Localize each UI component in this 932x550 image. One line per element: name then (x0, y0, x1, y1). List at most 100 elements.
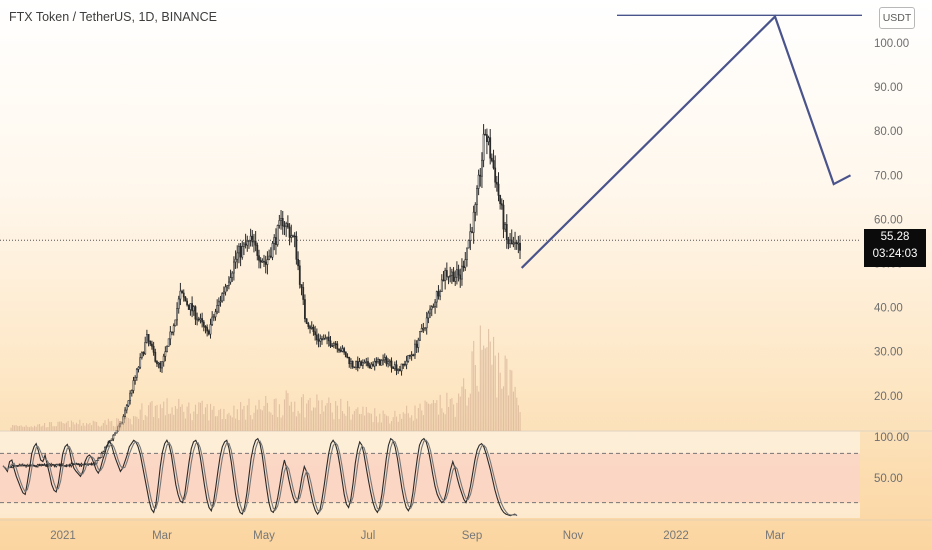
candle-body (20, 464, 22, 467)
volume-bar (372, 422, 374, 431)
volume-bar (176, 408, 178, 431)
volume-bar (139, 409, 141, 431)
volume-bar (268, 411, 270, 431)
volume-bar (138, 418, 140, 431)
candle-body (445, 270, 448, 277)
candle-body (430, 306, 433, 310)
candle-body (382, 359, 384, 362)
candle-body (161, 361, 163, 369)
candle-body (132, 380, 135, 391)
volume-bar (283, 399, 286, 431)
volume-bar (67, 421, 69, 431)
candle-body (130, 390, 133, 394)
volume-bar (497, 352, 500, 431)
volume-bar (153, 416, 155, 431)
volume-bar (55, 426, 57, 431)
candle-body (271, 243, 274, 258)
candle-body (355, 361, 357, 368)
volume-bar (468, 397, 470, 431)
volume-bar (122, 420, 125, 431)
candle-body (365, 361, 368, 363)
candle-body (142, 351, 145, 355)
candle-body (222, 291, 225, 294)
volume-bar (196, 413, 198, 431)
price-axis-label: 30.00 (874, 347, 903, 359)
volume-bar (396, 416, 398, 431)
volume-bar (316, 394, 318, 431)
last-price-value: 55.28 (880, 231, 910, 243)
volume-bar (511, 370, 513, 431)
candle-body (466, 247, 468, 260)
price-axis-label: 40.00 (874, 303, 903, 315)
candle-body (231, 272, 234, 278)
volume-bar (486, 347, 488, 431)
volume-bar (126, 417, 128, 431)
volume-bar (323, 411, 325, 431)
candle-body (412, 354, 415, 357)
candle-body (227, 281, 230, 286)
candle-body (269, 255, 272, 258)
volume-bar (484, 348, 486, 431)
currency-button[interactable]: USDT (879, 7, 915, 29)
volume-bar (360, 413, 362, 431)
candle-body (177, 298, 180, 309)
candle-body (217, 301, 220, 306)
volume-bar (116, 418, 118, 431)
volume-bar (463, 378, 465, 431)
volume-bar (370, 413, 372, 431)
volume-bar (412, 420, 414, 431)
volume-bar (216, 416, 218, 431)
candle-body (500, 203, 503, 206)
candle-body (388, 360, 391, 363)
candle-body (135, 369, 138, 378)
volume-bar (335, 401, 337, 431)
volume-bar (245, 419, 247, 431)
candle-body (464, 259, 467, 268)
volume-bar (159, 404, 161, 431)
candle-body (375, 360, 378, 363)
candle-body (236, 252, 239, 260)
volume-bar (206, 404, 208, 431)
candle-body (398, 369, 401, 372)
candle-body (35, 465, 38, 468)
volume-bar (421, 410, 423, 431)
volume-bar (127, 417, 130, 431)
volume-bar (514, 386, 516, 431)
volume-bar (273, 399, 275, 431)
volume-bar (496, 397, 498, 431)
volume-bar (37, 424, 39, 431)
candle-body (469, 231, 472, 241)
volume-bar (304, 417, 306, 431)
volume-bar (85, 423, 88, 431)
volume-bar (379, 413, 381, 431)
volume-bar (306, 403, 308, 431)
candle-body (99, 457, 101, 459)
price-axis-label: 70.00 (874, 170, 903, 182)
candle-body (494, 167, 497, 183)
volume-bar (424, 400, 426, 431)
volume-bar (301, 397, 303, 431)
candle-body (97, 458, 100, 461)
candle-body (461, 265, 463, 280)
volume-bar (236, 409, 238, 431)
volume-bar (377, 422, 379, 431)
candle-body (80, 463, 83, 466)
candle-body (504, 224, 507, 230)
volume-bar (362, 406, 364, 431)
volume-bar (44, 422, 46, 431)
candle-body (482, 133, 485, 161)
candle-body (134, 377, 137, 381)
candle-body (67, 464, 69, 467)
volume-bar (191, 420, 193, 431)
volume-bar (294, 401, 296, 431)
candle-body (176, 308, 178, 321)
candle-body (372, 363, 374, 367)
volume-bar (407, 413, 409, 431)
candle-body (43, 464, 46, 467)
volume-bar (143, 420, 145, 431)
volume-bar (367, 412, 369, 431)
volume-bar (299, 413, 301, 431)
candle-body (206, 327, 209, 332)
